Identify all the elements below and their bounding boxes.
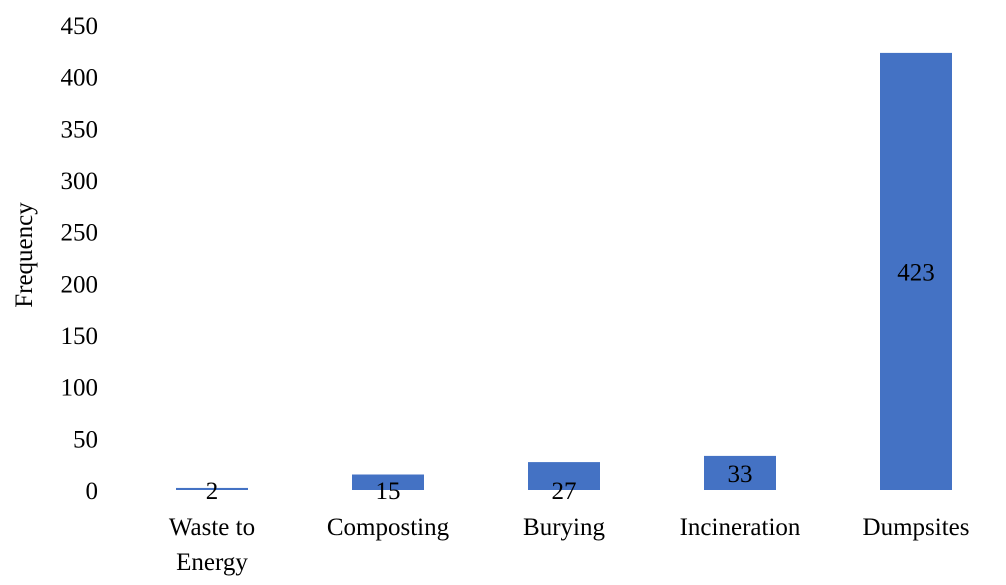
y-tick-label: 0 — [86, 478, 99, 505]
bars — [176, 52, 952, 491]
y-tick-label: 250 — [61, 220, 99, 247]
data-label: 33 — [728, 461, 753, 488]
y-tick-label: 350 — [61, 116, 99, 143]
bar — [880, 52, 952, 491]
bar — [704, 455, 776, 490]
data-label: 15 — [376, 478, 401, 505]
y-axis-title: Frequency — [11, 202, 38, 308]
y-tick-label: 400 — [61, 65, 99, 92]
y-tick-label: 300 — [61, 168, 99, 195]
category-label: Burying — [523, 514, 605, 541]
data-labels: 2 15 27 33 423 — [206, 259, 935, 505]
data-label: 2 — [206, 478, 219, 505]
y-tick-label: 450 — [61, 13, 99, 40]
y-tick-label: 50 — [73, 426, 98, 453]
bar — [528, 462, 600, 490]
y-tick-label: 200 — [61, 271, 99, 298]
category-labels: Waste to Energy Composting Burying Incinerat… — [169, 514, 970, 576]
category-label: Composting — [327, 514, 450, 541]
y-tick-labels: 0 50 100 150 200 250 300 350 400 450 — [61, 13, 99, 505]
bar — [352, 474, 424, 490]
category-label: Energy — [176, 549, 248, 576]
category-label: Dumpsites — [863, 514, 970, 541]
y-tick-label: 150 — [61, 323, 99, 350]
y-tick-label: 100 — [61, 375, 99, 402]
category-label: Incineration — [680, 514, 801, 541]
category-label: Waste to — [169, 514, 255, 541]
bar — [176, 487, 248, 490]
data-label: 27 — [552, 478, 577, 505]
data-label: 423 — [897, 259, 935, 286]
